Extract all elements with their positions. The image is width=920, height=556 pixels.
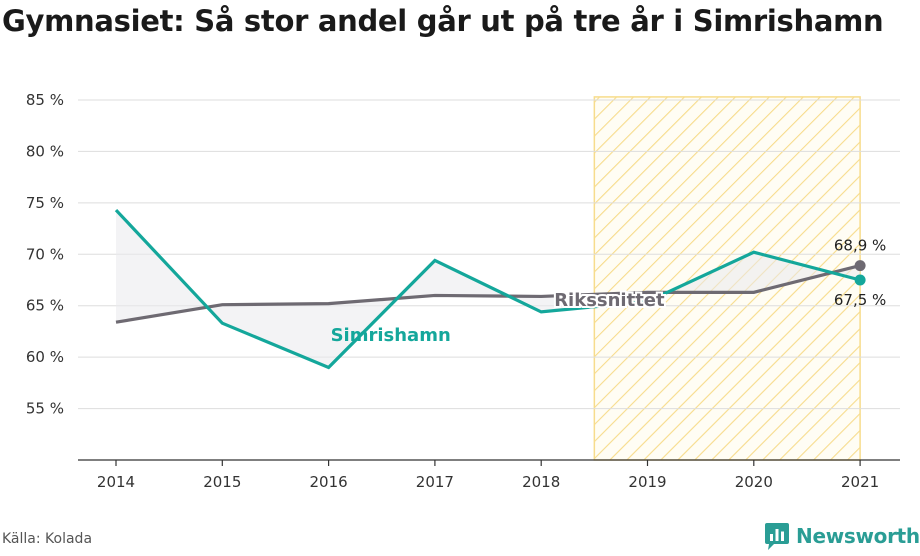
series-label-simrishamn: Simrishamn <box>331 325 451 346</box>
difference-area <box>116 210 861 368</box>
x-tick-label: 2021 <box>841 473 879 491</box>
series-label-rikssnittet: Rikssnittet <box>554 290 665 311</box>
end-point-rikssnittet <box>854 260 866 272</box>
series-line-rikssnittet <box>115 264 861 324</box>
source-note: Källa: Kolada <box>2 531 93 547</box>
y-tick-label: 75 % <box>26 194 64 212</box>
end-label-simrishamn: 67,5 % <box>834 291 886 309</box>
x-tick-label: 2020 <box>735 473 773 491</box>
x-tick-label: 2018 <box>522 473 560 491</box>
newsworthy-logo: Newsworthy <box>764 519 920 553</box>
bar-chart-logo-icon <box>764 521 790 551</box>
series-line-simrishamn <box>114 208 861 370</box>
brand-name: Newsworthy <box>796 524 920 548</box>
y-tick-label: 85 % <box>26 91 64 109</box>
chart-title: Gymnasiet: Så stor andel går ut på tre å… <box>2 4 884 38</box>
end-point-simrishamn <box>854 274 866 286</box>
y-tick-label: 80 % <box>26 142 64 160</box>
x-tick-label: 2017 <box>416 473 454 491</box>
y-tick-label: 65 % <box>26 297 64 315</box>
x-tick-label: 2016 <box>310 473 348 491</box>
x-tick-label: 2019 <box>628 473 666 491</box>
end-label-rikssnittet: 68,9 % <box>834 237 886 255</box>
x-tick-label: 2015 <box>203 473 241 491</box>
x-tick-label: 2014 <box>97 473 135 491</box>
y-tick-label: 70 % <box>26 245 64 263</box>
y-tick-label: 55 % <box>26 400 64 418</box>
y-tick-label: 60 % <box>26 348 64 366</box>
